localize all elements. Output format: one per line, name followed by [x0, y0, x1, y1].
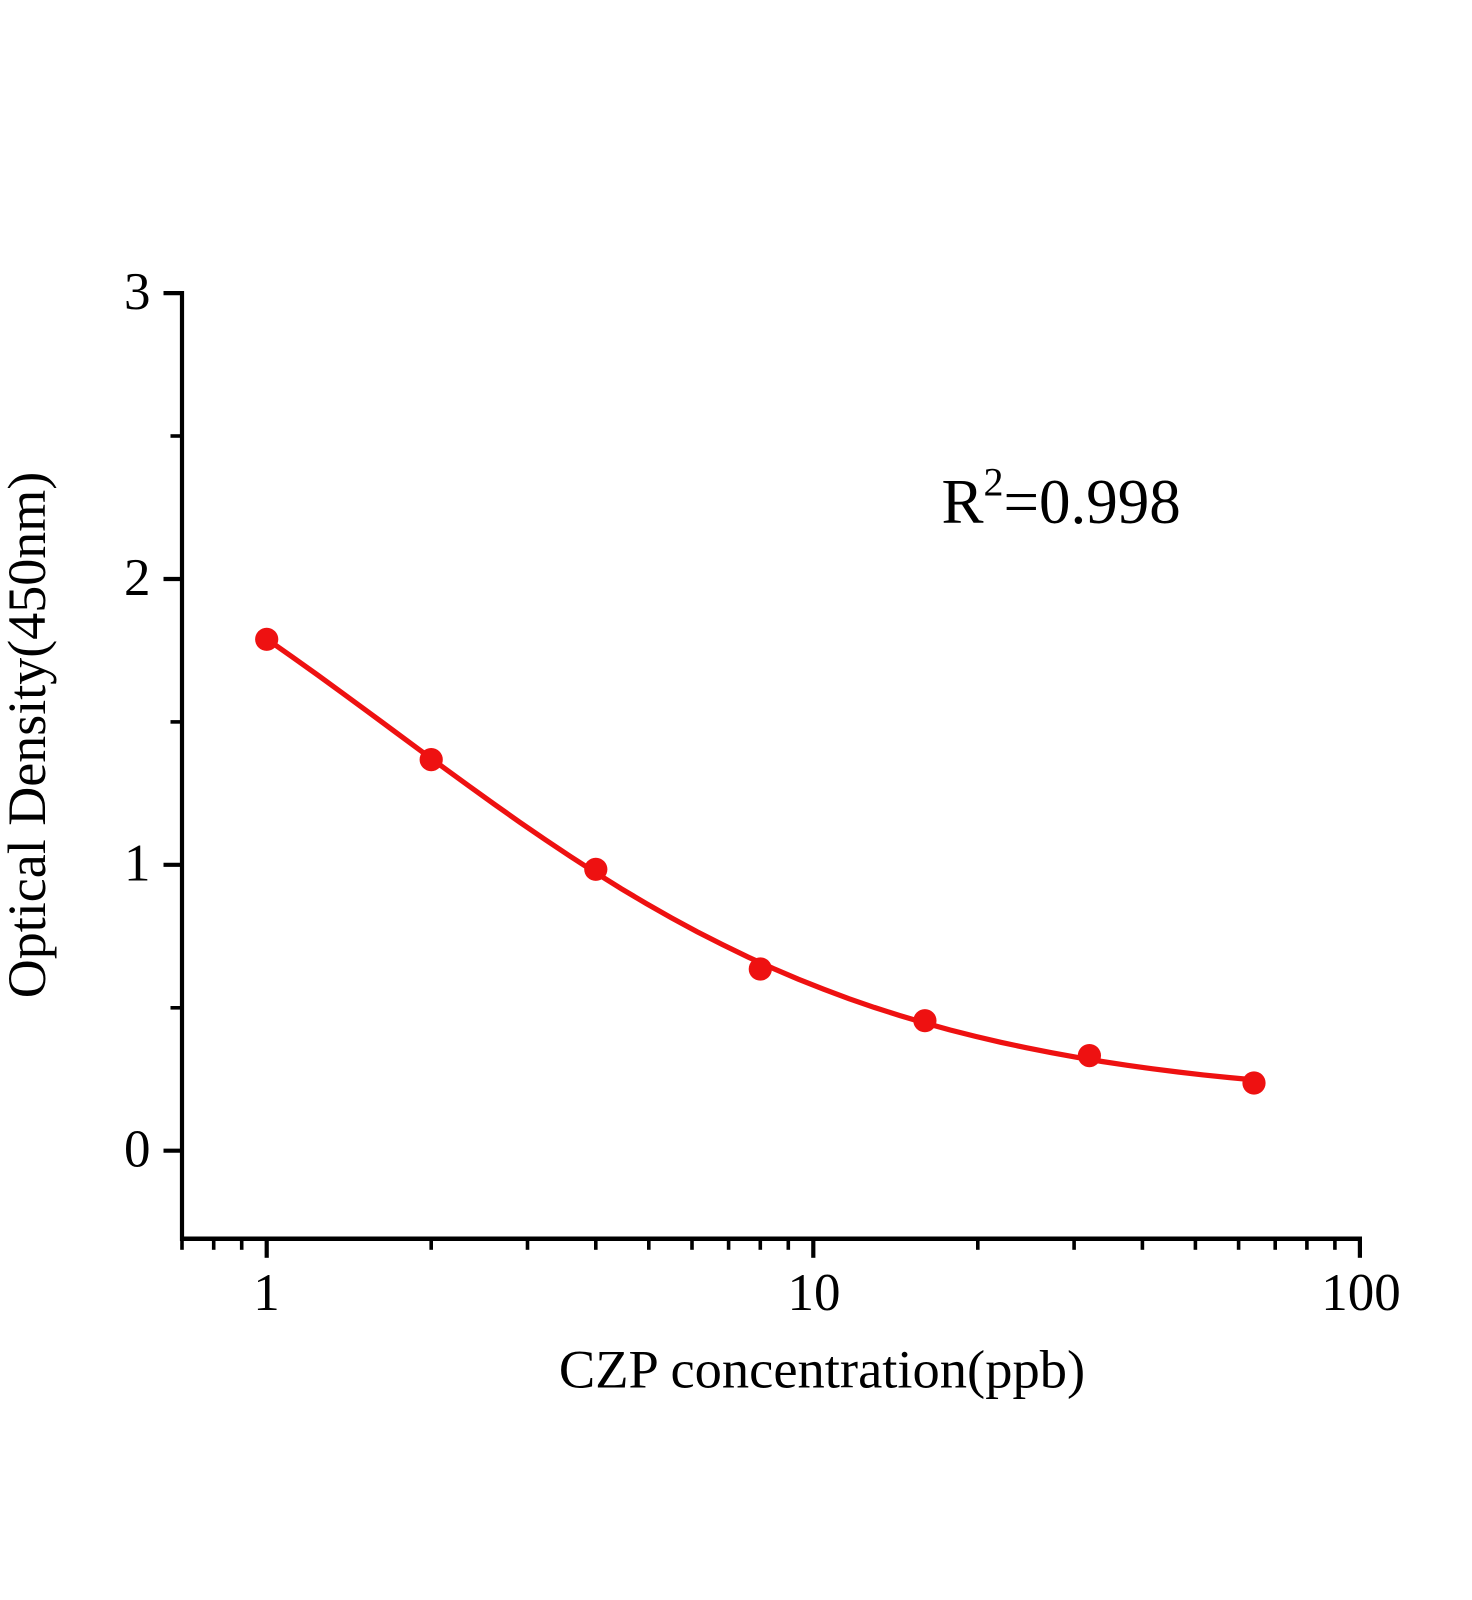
svg-text:R2=0.998: R2=0.998	[942, 460, 1181, 538]
svg-text:10: 10	[788, 1264, 841, 1322]
svg-text:1: 1	[124, 835, 151, 893]
svg-text:0: 0	[124, 1121, 151, 1179]
svg-text:1: 1	[253, 1264, 280, 1322]
svg-text:100: 100	[1321, 1264, 1401, 1322]
svg-text:2: 2	[124, 549, 151, 607]
svg-text:CZP concentration(ppb): CZP concentration(ppb)	[559, 1339, 1085, 1400]
svg-text:Optical Density(450nm): Optical Density(450nm)	[0, 472, 57, 998]
svg-text:3: 3	[124, 263, 151, 321]
